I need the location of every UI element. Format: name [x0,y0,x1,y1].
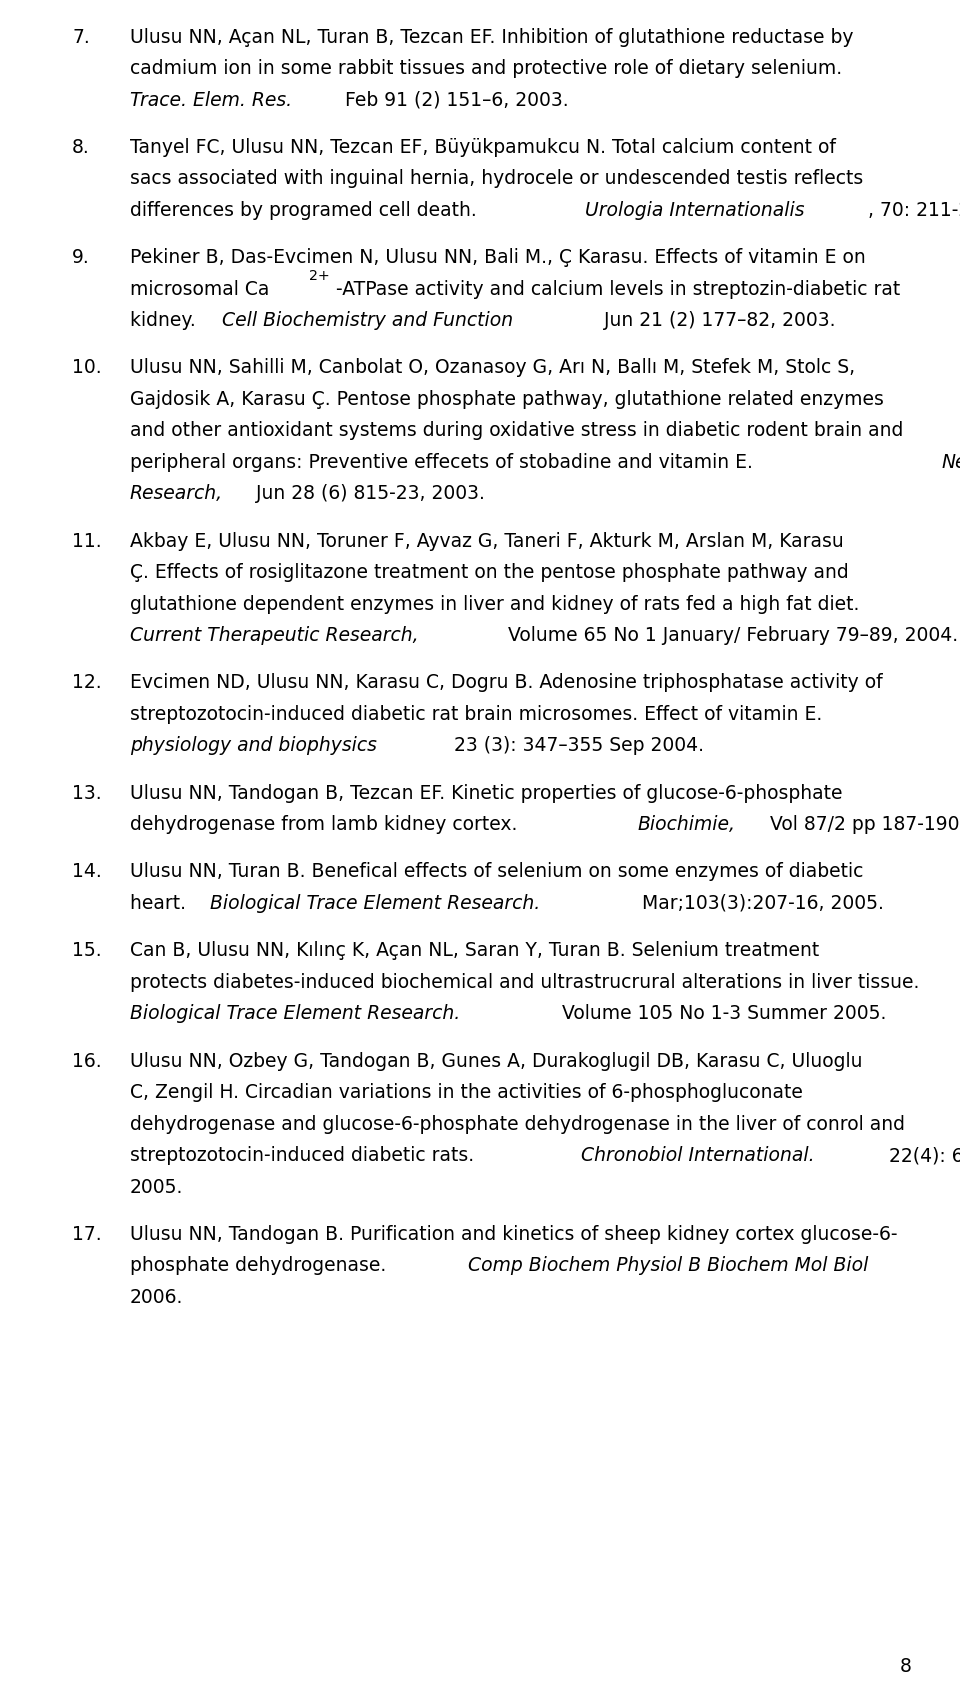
Text: , 70: 211-215, 2003.: , 70: 211-215, 2003. [868,201,960,220]
Text: Trace. Elem. Res.: Trace. Elem. Res. [130,90,292,109]
Text: heart.: heart. [130,894,192,913]
Text: Biological Trace Element Research.: Biological Trace Element Research. [130,1005,460,1024]
Text: Comp Biochem Physiol B Biochem Mol Biol: Comp Biochem Physiol B Biochem Mol Biol [468,1257,869,1276]
Text: -ATPase activity and calcium levels in streptozin-diabetic rat: -ATPase activity and calcium levels in s… [336,279,900,298]
Text: streptozotocin-induced diabetic rat brain microsomes. Effect of vitamin E.: streptozotocin-induced diabetic rat brai… [130,705,822,724]
Text: sacs associated with inguinal hernia, hydrocele or undescended testis reflects: sacs associated with inguinal hernia, hy… [130,169,863,189]
Text: Ulusu NN, Turan B. Benefical effects of selenium on some enzymes of diabetic: Ulusu NN, Turan B. Benefical effects of … [130,862,863,882]
Text: 15.: 15. [72,942,102,960]
Text: Feb 91 (2) 151–6, 2003.: Feb 91 (2) 151–6, 2003. [339,90,568,109]
Text: 17.: 17. [72,1224,102,1243]
Text: and other antioxidant systems during oxidative stress in diabetic rodent brain a: and other antioxidant systems during oxi… [130,421,903,441]
Text: Jun 21 (2) 177–82, 2003.: Jun 21 (2) 177–82, 2003. [598,312,835,330]
Text: Biochimie,: Biochimie, [637,816,735,834]
Text: differences by programed cell death.: differences by programed cell death. [130,201,482,220]
Text: C, Zengil H. Circadian variations in the activities of 6-phosphogluconate: C, Zengil H. Circadian variations in the… [130,1083,803,1102]
Text: Research,: Research, [130,484,223,504]
Text: 9.: 9. [72,249,89,267]
Text: glutathione dependent enzymes in liver and kidney of rats fed a high fat diet.: glutathione dependent enzymes in liver a… [130,594,859,613]
Text: Volume 105 No 1-3 Summer 2005.: Volume 105 No 1-3 Summer 2005. [556,1005,886,1024]
Text: 2006.: 2006. [130,1287,183,1306]
Text: 13.: 13. [72,783,102,802]
Text: 10.: 10. [72,358,102,378]
Text: 8.: 8. [72,138,89,157]
Text: streptozotocin-induced diabetic rats.: streptozotocin-induced diabetic rats. [130,1146,480,1165]
Text: peripheral organs: Preventive effecets of stobadine and vitamin E.: peripheral organs: Preventive effecets o… [130,453,758,472]
Text: 2005.: 2005. [130,1177,183,1197]
Text: 7.: 7. [72,27,89,46]
Text: 14.: 14. [72,862,102,882]
Text: Pekiner B, Das-Evcimen N, Ulusu NN, Bali M., Ç Karasu. Effects of vitamin E on: Pekiner B, Das-Evcimen N, Ulusu NN, Bali… [130,249,865,267]
Text: Ulusu NN, Ozbey G, Tandogan B, Gunes A, Durakoglugil DB, Karasu C, Uluoglu: Ulusu NN, Ozbey G, Tandogan B, Gunes A, … [130,1051,862,1071]
Text: 23 (3): 347–355 Sep 2004.: 23 (3): 347–355 Sep 2004. [448,736,704,756]
Text: Neurochemical: Neurochemical [941,453,960,472]
Text: kidney.: kidney. [130,312,202,330]
Text: Urologia Internationalis: Urologia Internationalis [585,201,804,220]
Text: Ulusu NN, Tandogan B. Purification and kinetics of sheep kidney cortex glucose-6: Ulusu NN, Tandogan B. Purification and k… [130,1224,897,1243]
Text: protects diabetes-induced biochemical and ultrastrucrural alterations in liver t: protects diabetes-induced biochemical an… [130,972,919,991]
Text: Biological Trace Element Research.: Biological Trace Element Research. [209,894,540,913]
Text: 8: 8 [900,1657,912,1676]
Text: Ç. Effects of rosiglitazone treatment on the pentose phosphate pathway and: Ç. Effects of rosiglitazone treatment on… [130,564,849,582]
Text: Volume 65 No 1 January/ February 79–89, 2004.: Volume 65 No 1 January/ February 79–89, … [502,627,958,645]
Text: Current Therapeutic Research,: Current Therapeutic Research, [130,627,419,645]
Text: dehydrogenase and glucose-6-phosphate dehydrogenase in the liver of conrol and: dehydrogenase and glucose-6-phosphate de… [130,1114,904,1134]
Text: dehydrogenase from lamb kidney cortex.: dehydrogenase from lamb kidney cortex. [130,816,523,834]
Text: 22(4): 667–77,: 22(4): 667–77, [883,1146,960,1165]
Text: Ulusu NN, Tandogan B, Tezcan EF. Kinetic properties of glucose-6-phosphate: Ulusu NN, Tandogan B, Tezcan EF. Kinetic… [130,783,842,802]
Text: 16.: 16. [72,1051,102,1071]
Text: Cell Biochemistry and Function: Cell Biochemistry and Function [222,312,514,330]
Text: 11.: 11. [72,531,102,550]
Text: physiology and biophysics: physiology and biophysics [130,736,376,756]
Text: Vol 87/2 pp 187-190 2005.: Vol 87/2 pp 187-190 2005. [763,816,960,834]
Text: Akbay E, Ulusu NN, Toruner F, Ayvaz G, Taneri F, Akturk M, Arslan M, Karasu: Akbay E, Ulusu NN, Toruner F, Ayvaz G, T… [130,531,843,550]
Text: Can B, Ulusu NN, Kılınç K, Açan NL, Saran Y, Turan B. Selenium treatment: Can B, Ulusu NN, Kılınç K, Açan NL, Sara… [130,942,819,960]
Text: Ulusu NN, Sahilli M, Canbolat O, Ozanasoy G, Arı N, Ballı M, Stefek M, Stolc S,: Ulusu NN, Sahilli M, Canbolat O, Ozanaso… [130,358,854,378]
Text: 12.: 12. [72,673,102,693]
Text: Chronobiol International.: Chronobiol International. [582,1146,815,1165]
Text: phosphate dehydrogenase.: phosphate dehydrogenase. [130,1257,392,1276]
Text: Gajdosik A, Karasu Ç. Pentose phosphate pathway, glutathione related enzymes: Gajdosik A, Karasu Ç. Pentose phosphate … [130,390,883,409]
Text: Mar;103(3):207-16, 2005.: Mar;103(3):207-16, 2005. [636,894,883,913]
Text: Evcimen ND, Ulusu NN, Karasu C, Dogru B. Adenosine triphosphatase activity of: Evcimen ND, Ulusu NN, Karasu C, Dogru B.… [130,673,882,693]
Text: Ulusu NN, Açan NL, Turan B, Tezcan EF. Inhibition of glutathione reductase by: Ulusu NN, Açan NL, Turan B, Tezcan EF. I… [130,27,853,46]
Text: 2+: 2+ [309,269,330,283]
Text: microsomal Ca: microsomal Ca [130,279,269,298]
Text: cadmium ion in some rabbit tissues and protective role of dietary selenium.: cadmium ion in some rabbit tissues and p… [130,60,848,78]
Text: Tanyel FC, Ulusu NN, Tezcan EF, Büyükpamukcu N. Total calcium content of: Tanyel FC, Ulusu NN, Tezcan EF, Büyükpam… [130,138,835,157]
Text: Jun 28 (6) 815-23, 2003.: Jun 28 (6) 815-23, 2003. [250,484,485,504]
